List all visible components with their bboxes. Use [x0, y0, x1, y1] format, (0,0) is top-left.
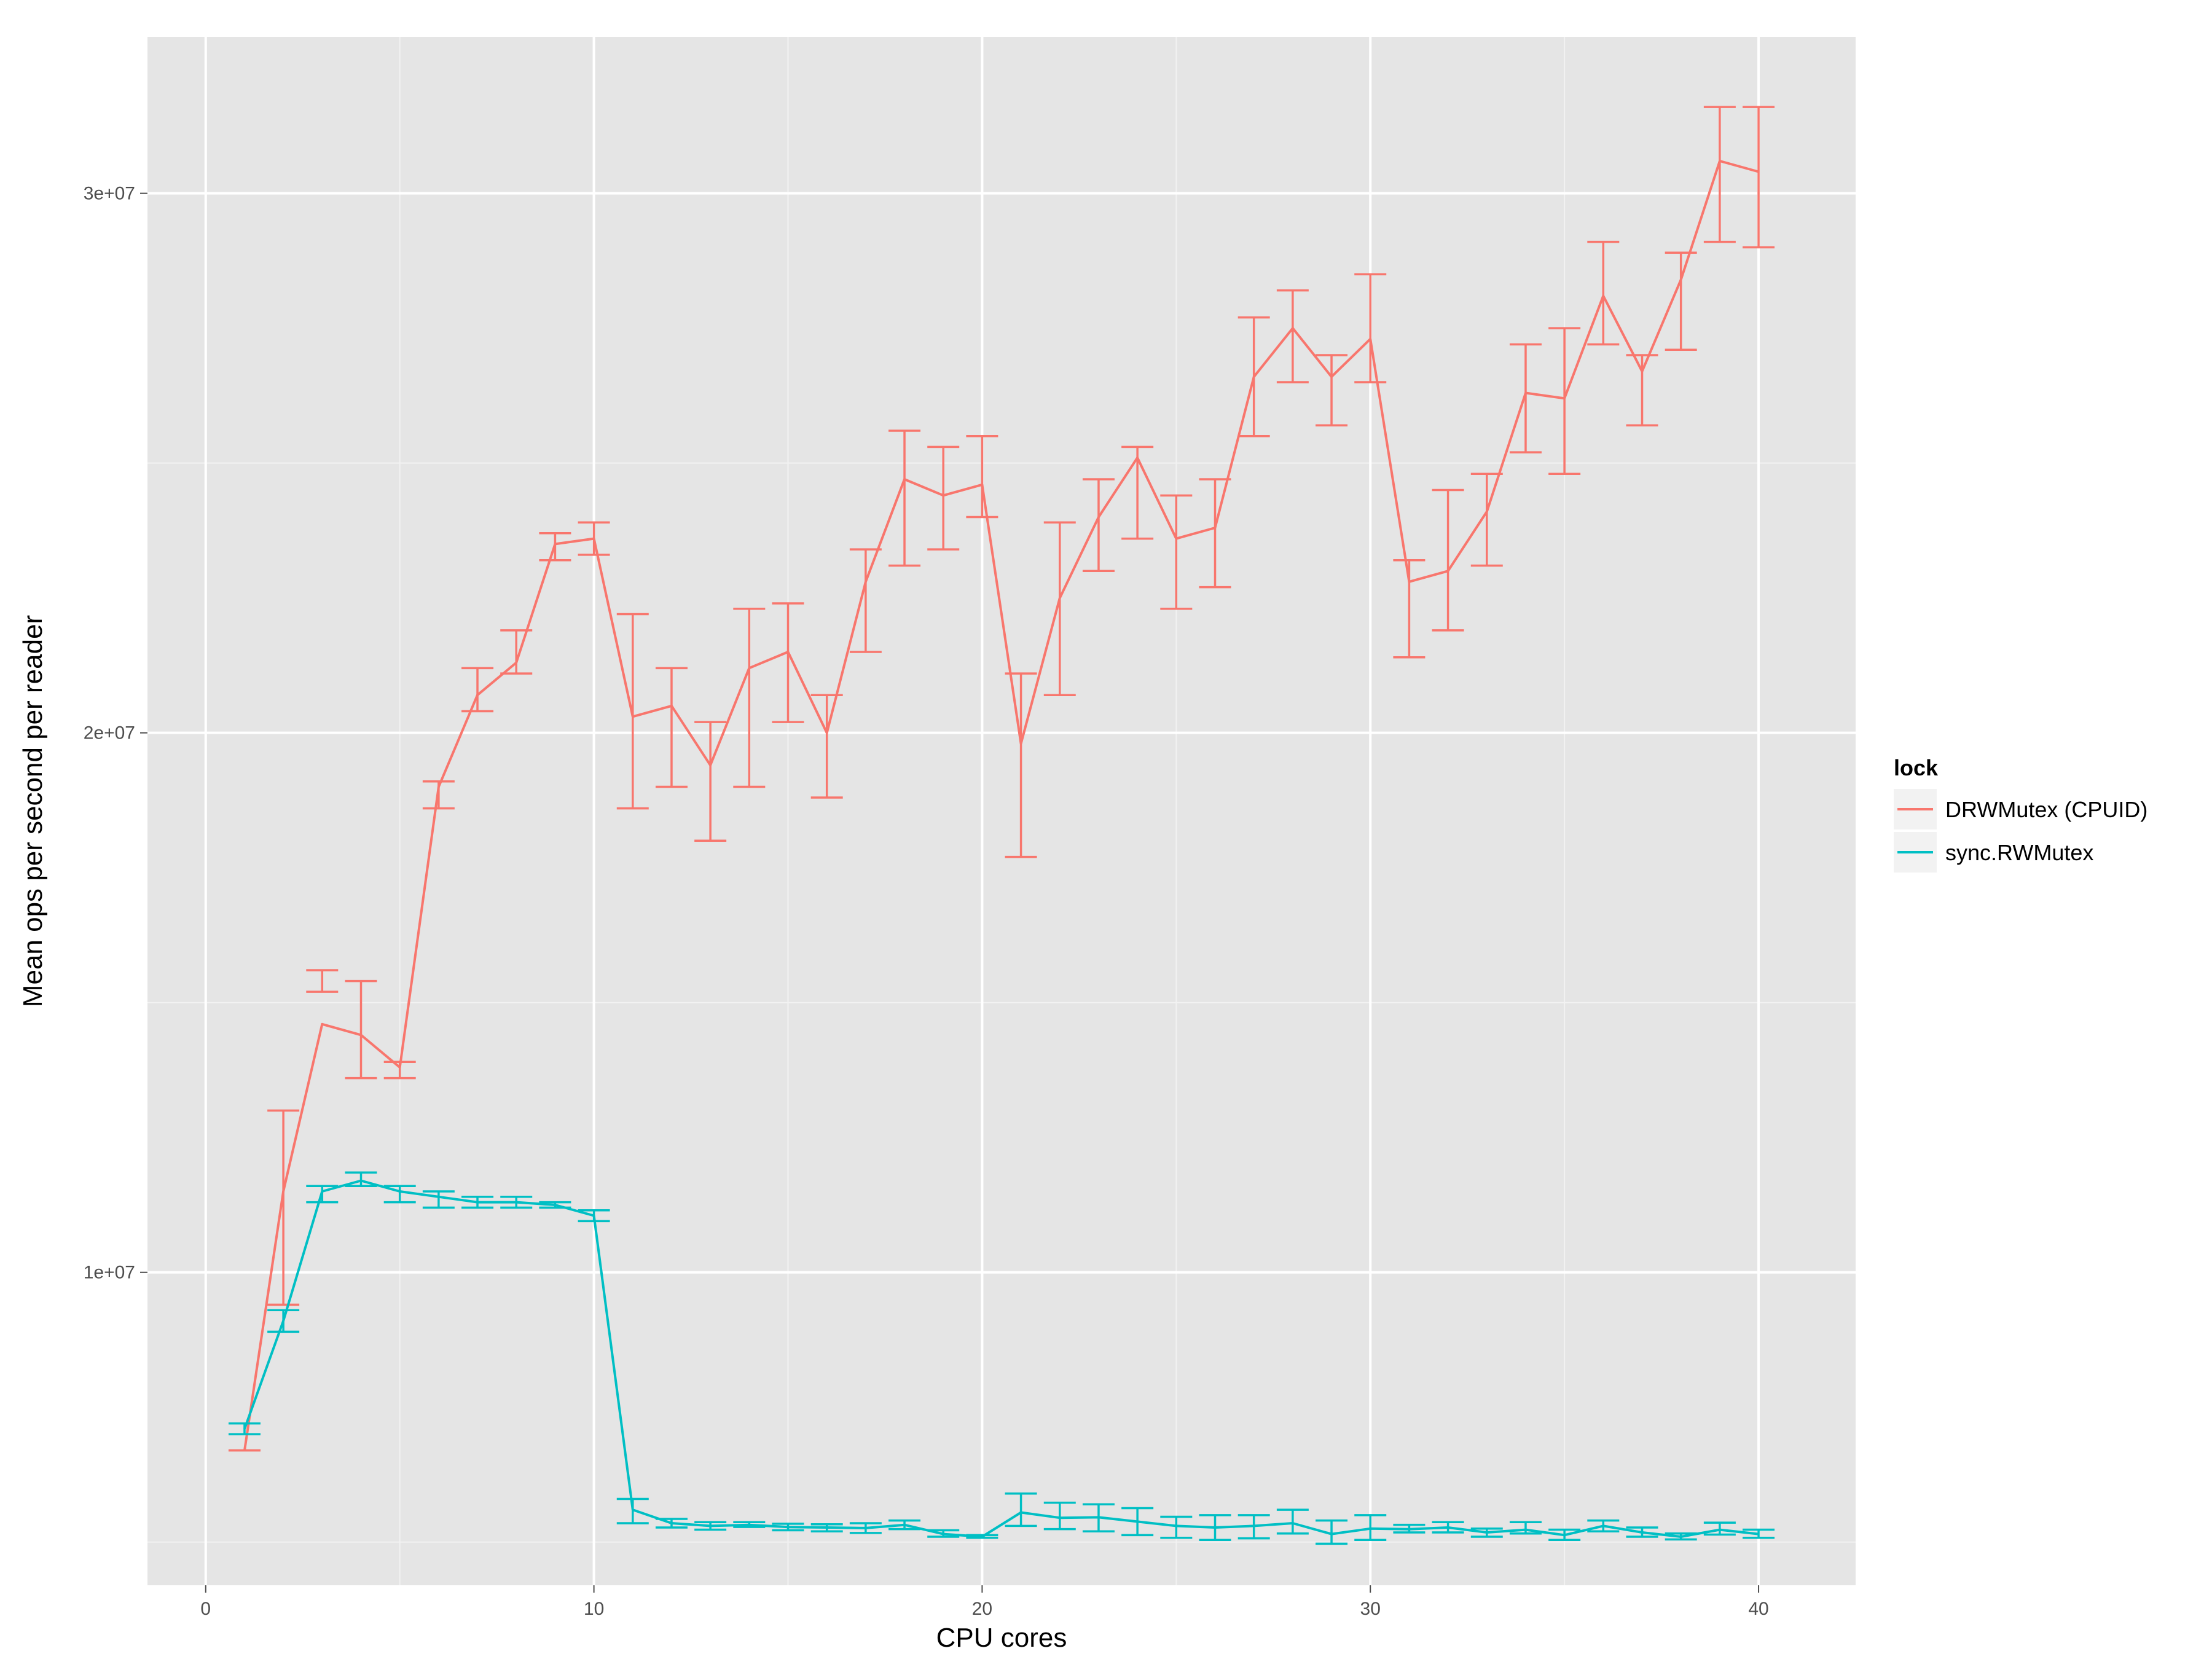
error-bar — [772, 602, 804, 723]
error-bar — [1703, 106, 1736, 243]
error-bar — [1626, 354, 1658, 426]
error-bar — [1121, 445, 1154, 540]
error-bar — [383, 1185, 416, 1204]
error-bar — [888, 429, 921, 567]
error-bar — [1509, 1521, 1542, 1535]
error-bar — [1587, 240, 1620, 346]
error-bar — [1316, 1519, 1348, 1545]
error-bar — [1316, 354, 1348, 426]
legend-title: lock — [1894, 755, 1939, 780]
series-drwmutex — [228, 106, 1775, 1452]
error-bar — [306, 969, 339, 993]
error-bar — [345, 1171, 377, 1187]
x-tick-label: 30 — [1360, 1599, 1381, 1619]
error-bar — [1743, 106, 1775, 249]
legend-label-sync-rwmutex: sync.RWMutex — [1945, 840, 2093, 865]
x-tick-label: 0 — [200, 1599, 211, 1619]
error-bar — [1160, 494, 1193, 610]
error-bar — [1082, 478, 1115, 573]
error-bar — [1354, 273, 1387, 383]
plot-panel — [147, 37, 1856, 1585]
x-tick-label: 10 — [584, 1599, 604, 1619]
error-bar — [655, 667, 688, 788]
error-bar — [1043, 1501, 1076, 1531]
error-bar — [1160, 1515, 1193, 1539]
error-bar — [1005, 1492, 1037, 1528]
y-tick-label: 1e+07 — [84, 1263, 135, 1283]
tick-labels: 0 10 20 30 40 1e+07 2e+07 3e+07 — [84, 184, 1769, 1619]
x-tick-label: 20 — [972, 1599, 992, 1619]
error-bar — [1470, 473, 1503, 567]
error-bar — [1665, 251, 1697, 351]
x-axis-title: CPU cores — [936, 1623, 1067, 1653]
error-bar — [694, 721, 727, 842]
error-bar — [927, 445, 960, 551]
minor-gridlines — [147, 37, 1856, 1585]
legend: lock DRWMutex (CPUID) sync.RWMutex — [1894, 755, 2147, 873]
error-bar — [1276, 1508, 1309, 1535]
error-bar — [733, 607, 766, 788]
error-bar — [345, 979, 377, 1080]
error-bar — [1432, 488, 1464, 632]
legend-label-drwmutex: DRWMutex (CPUID) — [1945, 797, 2147, 822]
x-tick-label: 40 — [1748, 1599, 1768, 1619]
axis-ticks — [140, 192, 1760, 1593]
series-line — [243, 160, 1759, 1451]
error-bar — [966, 435, 998, 519]
y-tick-label: 2e+07 — [84, 723, 135, 743]
error-bar — [267, 1109, 300, 1306]
error-bar — [1548, 327, 1581, 475]
series-line — [243, 1179, 1759, 1538]
y-axis-title: Mean ops per second per reader — [18, 615, 48, 1007]
error-bar — [1509, 343, 1542, 453]
error-bar — [849, 548, 882, 653]
error-bar — [1276, 289, 1309, 383]
series-layer — [228, 106, 1775, 1545]
error-bar — [422, 1190, 455, 1209]
y-tick-label: 3e+07 — [84, 184, 135, 204]
error-bar — [1043, 521, 1076, 696]
error-bar — [1199, 478, 1231, 589]
series-sync-rwmutex — [228, 1171, 1775, 1545]
error-bar — [461, 667, 494, 713]
